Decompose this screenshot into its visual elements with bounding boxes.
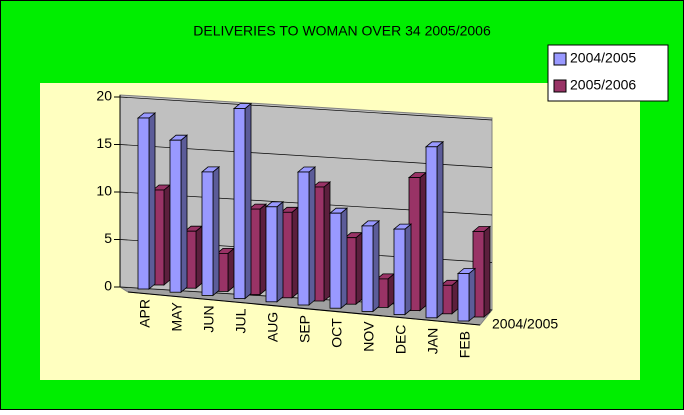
bar — [151, 184, 172, 286]
x-tick-label: JUL — [233, 308, 249, 333]
legend-swatch — [553, 52, 567, 66]
bar — [360, 220, 381, 313]
y-tick-label: 10 — [96, 183, 112, 199]
bar — [264, 200, 285, 303]
x-tick-label: FEB — [457, 331, 473, 358]
bar — [183, 225, 204, 290]
bar — [200, 166, 221, 297]
bar — [168, 134, 189, 294]
legend-label: 2004/2005 — [570, 50, 636, 66]
y-tick-label: 5 — [104, 230, 112, 246]
y-tick-label: 0 — [104, 278, 112, 294]
bar — [375, 273, 396, 309]
x-tick-label: OCT — [329, 318, 345, 348]
depth-axis-label: 2004/2005 — [492, 316, 558, 332]
x-tick-label: SEP — [297, 315, 313, 343]
y-tick-label: 20 — [96, 88, 112, 104]
bar — [407, 171, 428, 312]
bar — [279, 206, 300, 299]
bar — [232, 102, 253, 300]
bar — [456, 267, 477, 322]
bar — [247, 203, 268, 296]
bar — [311, 181, 332, 302]
x-tick-label: NOV — [361, 321, 377, 352]
bar — [424, 140, 445, 319]
bar — [471, 225, 492, 318]
bar — [343, 231, 364, 306]
x-axis — [127, 291, 481, 326]
y-tick-label: 15 — [96, 135, 112, 151]
legend-swatch — [553, 79, 567, 93]
x-tick-label: MAY — [169, 302, 185, 332]
legend — [547, 44, 669, 102]
bar — [392, 223, 413, 316]
bar — [136, 112, 157, 290]
x-tick-label: JUN — [201, 305, 217, 332]
bar — [328, 207, 349, 310]
grid-line — [119, 96, 493, 121]
x-tick-label: JAN — [425, 328, 441, 354]
chart-title: DELIVERIES TO WOMAN OVER 34 2005/2006 — [193, 23, 491, 39]
x-tick-label: DEC — [393, 325, 409, 355]
legend-label: 2005/2006 — [570, 77, 636, 93]
bar — [296, 166, 317, 306]
bar — [439, 279, 460, 315]
x-tick-label: APR — [137, 299, 153, 328]
bar — [215, 247, 236, 293]
x-tick-label: AUG — [265, 312, 281, 342]
